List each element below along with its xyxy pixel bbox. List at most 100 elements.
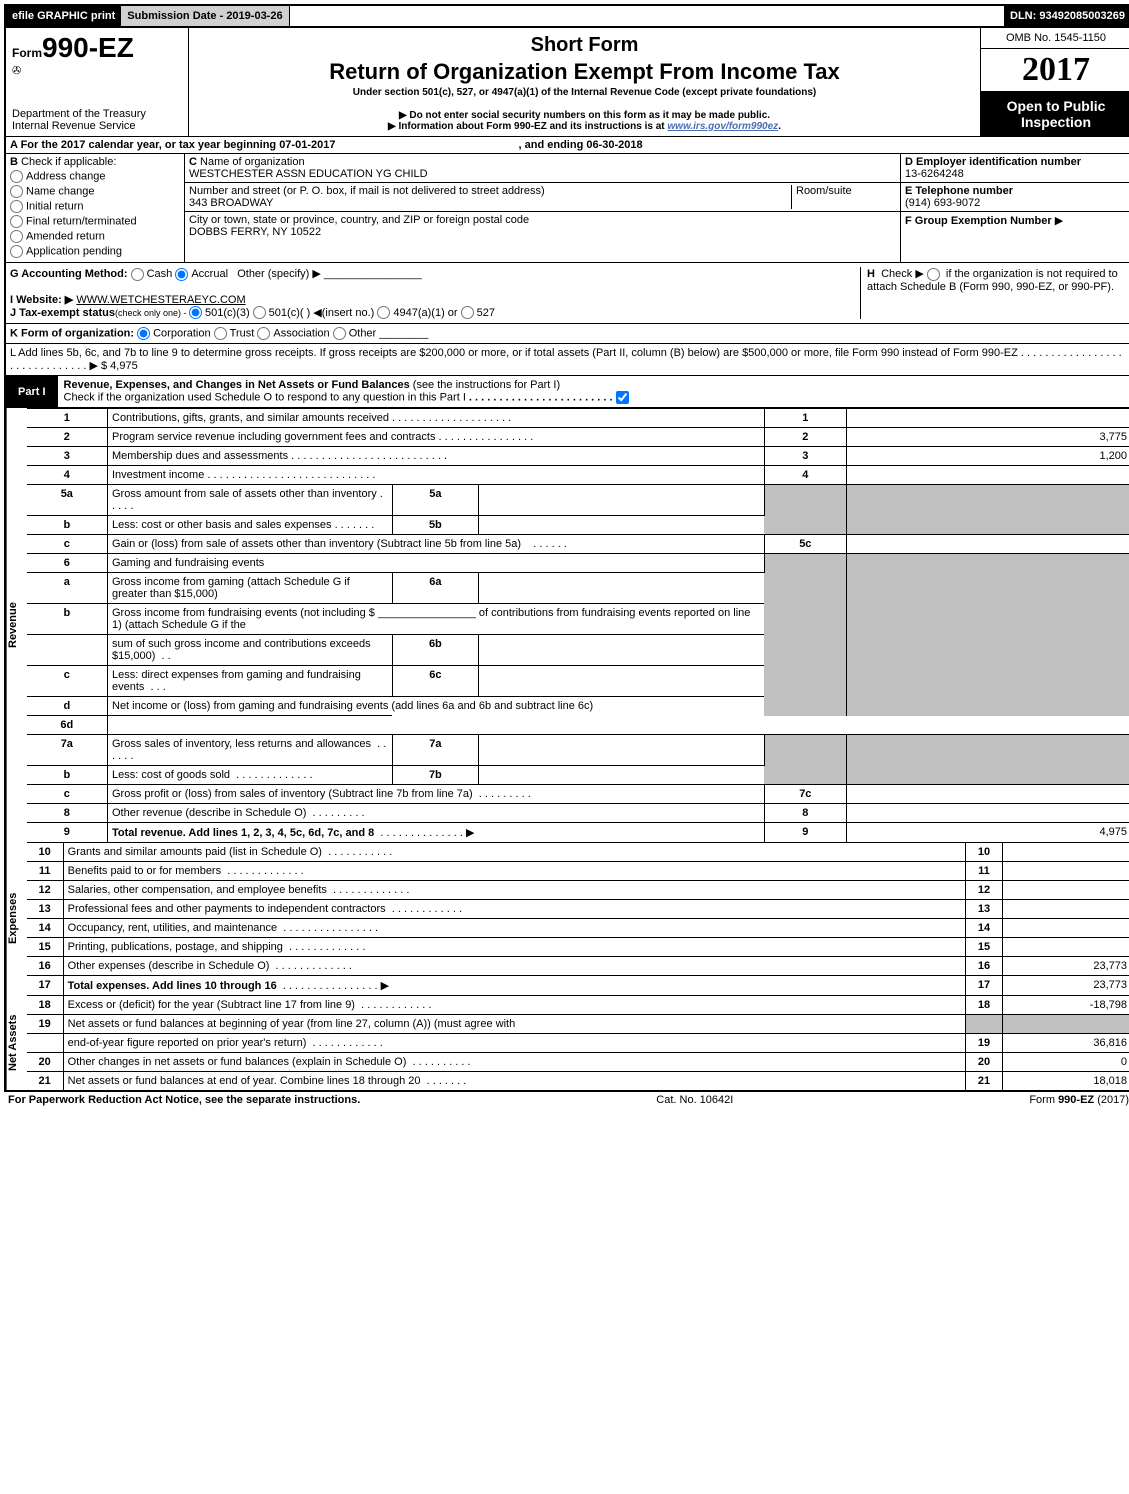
opt-address-change: Address change xyxy=(26,170,106,182)
footer-mid: Cat. No. 10642I xyxy=(656,1094,733,1106)
I-website: WWW.WETCHESTERAEYC.COM xyxy=(76,294,245,306)
ln-6a-text: Gross income from gaming (attach Schedul… xyxy=(112,576,350,600)
bullet-2-post: . xyxy=(778,121,781,132)
radio-501c[interactable] xyxy=(253,306,266,319)
short-form-title: Short Form xyxy=(197,34,972,57)
B-check: Check if applicable: xyxy=(21,156,116,168)
ln-5b-num: b xyxy=(27,516,108,535)
ln-15-amount xyxy=(1003,938,1129,957)
ln-7b-num: b xyxy=(27,766,108,785)
opt-accrual: Accrual xyxy=(191,268,228,280)
check-name-change[interactable] xyxy=(10,185,23,198)
side-label-expenses: Expenses xyxy=(6,842,27,995)
ln-11-num: 11 xyxy=(27,862,64,881)
dept-treasury: Department of the Treasury xyxy=(12,108,182,120)
H-check-text: Check ▶ xyxy=(881,268,924,280)
G-label: G Accounting Method: xyxy=(10,268,128,280)
ln-17-num: 17 xyxy=(27,976,64,996)
check-amended-return[interactable] xyxy=(10,230,23,243)
ln-3-amount: 1,200 xyxy=(846,447,1129,466)
form-box: Form990-EZ ✇ Department of the Treasury … xyxy=(6,28,189,136)
expenses-section: Expenses 10Grants and similar amounts pa… xyxy=(6,842,1129,995)
check-application-pending[interactable] xyxy=(10,245,23,258)
radio-cash[interactable] xyxy=(131,268,144,281)
ln-2-amount: 3,775 xyxy=(846,428,1129,447)
check-address-change[interactable] xyxy=(10,170,23,183)
radio-corporation[interactable] xyxy=(137,327,150,340)
ln-19-num: 19 xyxy=(27,1015,64,1034)
ln-5a-num: 5a xyxy=(27,485,108,516)
ln-15-box: 15 xyxy=(966,938,1003,957)
ln-21-num: 21 xyxy=(27,1072,64,1091)
efile-badge: efile GRAPHIC print xyxy=(6,6,121,26)
opt-501c3: 501(c)(3) xyxy=(205,307,250,319)
title-row: Form990-EZ ✇ Department of the Treasury … xyxy=(6,28,1129,137)
ln-6d-box: 6d xyxy=(27,716,108,735)
opt-trust: Trust xyxy=(230,328,255,340)
opt-association: Association xyxy=(273,328,329,340)
footer-right: Form 990-EZ (2017) xyxy=(1029,1094,1129,1106)
F-label: F Group Exemption Number xyxy=(905,215,1052,227)
bullet-2-pre: ▶ Information about Form 990-EZ and its … xyxy=(388,121,667,132)
col-DEF: D Employer identification number 13-6264… xyxy=(901,154,1129,262)
ln-15-text: Printing, publications, postage, and shi… xyxy=(68,941,283,953)
radio-accrual[interactable] xyxy=(175,268,188,281)
ln-7c-box: 7c xyxy=(764,785,846,804)
part-1-header: Part I Revenue, Expenses, and Changes in… xyxy=(6,376,1129,408)
ln-8-box: 8 xyxy=(764,804,846,823)
check-initial-return[interactable] xyxy=(10,200,23,213)
ln-7b-mid: 7b xyxy=(392,766,478,785)
check-schedule-o-part1[interactable] xyxy=(616,391,629,404)
ln-19b-amount: 36,816 xyxy=(1003,1034,1129,1053)
C-city-label: City or town, state or province, country… xyxy=(189,214,529,226)
ln-6a-num: a xyxy=(27,573,108,604)
ln-14-text: Occupancy, rent, utilities, and maintena… xyxy=(68,922,278,934)
ln-4-text: Investment income xyxy=(112,469,204,481)
bullet-1: ▶ Do not enter social security numbers o… xyxy=(197,110,972,121)
ln-6b-text: Gross income from fundraising events (no… xyxy=(112,607,750,631)
ln-2-box: 2 xyxy=(764,428,846,447)
radio-trust[interactable] xyxy=(214,327,227,340)
radio-527[interactable] xyxy=(461,306,474,319)
ln-5c-num: c xyxy=(27,535,108,554)
ln-13-amount xyxy=(1003,900,1129,919)
instructions-link[interactable]: www.irs.gov/form990ez xyxy=(667,121,778,132)
ln-20-num: 20 xyxy=(27,1053,64,1072)
E-phone: (914) 693-9072 xyxy=(905,197,980,209)
ln-6-text: Gaming and fundraising events xyxy=(112,557,264,569)
ln-21-amount: 18,018 xyxy=(1003,1072,1129,1091)
radio-H-check[interactable] xyxy=(927,268,940,281)
F-arrow: ▶ xyxy=(1055,215,1063,227)
return-title: Return of Organization Exempt From Incom… xyxy=(197,59,972,85)
ln-18-amount: -18,798 xyxy=(1003,996,1129,1015)
dln-badge: DLN: 93492085003269 xyxy=(1004,6,1129,26)
part-1-paren: (see the instructions for Part I) xyxy=(413,379,560,391)
line-K: K Form of organization: Corporation Trus… xyxy=(6,324,1129,344)
revenue-section: Revenue 1Contributions, gifts, grants, a… xyxy=(6,408,1129,842)
radio-501c3[interactable] xyxy=(189,306,202,319)
ln-6c-mid: 6c xyxy=(392,666,478,697)
ln-6b-num: b xyxy=(27,604,108,635)
radio-association[interactable] xyxy=(257,327,270,340)
ln-20-box: 20 xyxy=(966,1053,1003,1072)
line-L: L Add lines 5b, 6c, and 7b to line 9 to … xyxy=(6,344,1129,376)
radio-4947[interactable] xyxy=(377,306,390,319)
ln-6d-amount xyxy=(108,716,393,735)
ln-18-box: 18 xyxy=(966,996,1003,1015)
ln-12-text: Salaries, other compensation, and employ… xyxy=(68,884,327,896)
ln-5b-text: Less: cost or other basis and sales expe… xyxy=(112,519,332,531)
ln-7c-num: c xyxy=(27,785,108,804)
check-final-return[interactable] xyxy=(10,215,23,228)
right-box: OMB No. 1545-1150 2017 Open to Public In… xyxy=(981,28,1129,136)
ln-13-text: Professional fees and other payments to … xyxy=(68,903,386,915)
ln-1-text: Contributions, gifts, grants, and simila… xyxy=(112,412,389,424)
ln-4-amount xyxy=(846,466,1129,485)
ln-5b-mid: 5b xyxy=(392,516,478,535)
eagle-icon: ✇ xyxy=(12,64,182,77)
radio-other[interactable] xyxy=(333,327,346,340)
C-name-label: Name of organization xyxy=(200,156,305,168)
ln-12-box: 12 xyxy=(966,881,1003,900)
opt-final-return: Final return/terminated xyxy=(26,215,137,227)
ln-18-num: 18 xyxy=(27,996,64,1015)
part-1-title: Revenue, Expenses, and Changes in Net As… xyxy=(58,376,1129,407)
